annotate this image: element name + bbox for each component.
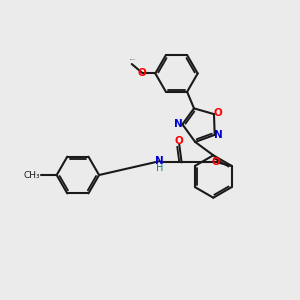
Text: H: H <box>156 163 163 173</box>
Text: O: O <box>213 108 222 118</box>
Text: methoxy: methoxy <box>129 59 136 61</box>
Text: N: N <box>175 119 183 129</box>
Text: N: N <box>155 156 164 166</box>
Text: N: N <box>214 130 223 140</box>
Text: O: O <box>137 68 146 78</box>
Text: O: O <box>131 63 132 64</box>
Text: O: O <box>175 136 184 146</box>
Text: CH₃: CH₃ <box>24 170 40 179</box>
Text: O: O <box>211 157 220 167</box>
